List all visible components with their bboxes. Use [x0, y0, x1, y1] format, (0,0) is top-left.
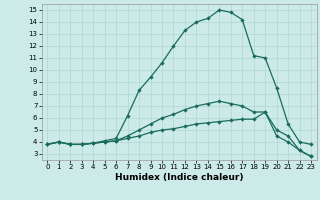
X-axis label: Humidex (Indice chaleur): Humidex (Indice chaleur)	[115, 173, 244, 182]
